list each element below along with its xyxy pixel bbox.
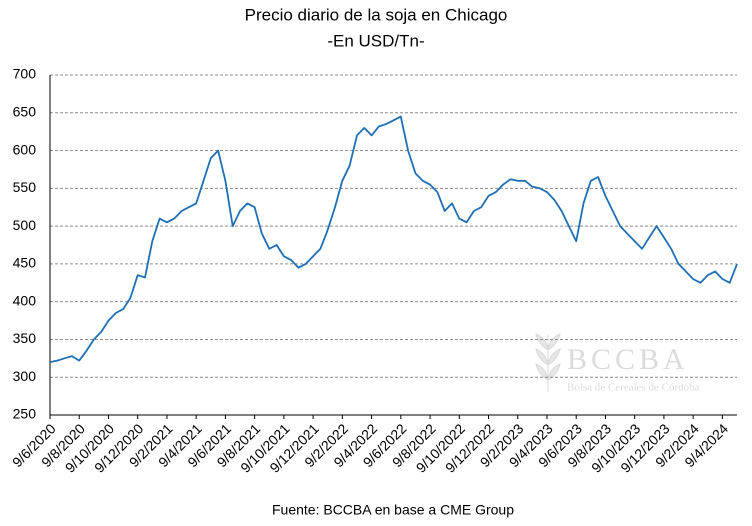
source-note: Fuente: BCCBA en base a CME Group [272,502,514,518]
watermark-subtitle: Bolsa de Cereales de Córdoba [567,382,700,394]
watermark: BCCBA Bolsa de Cereales de Córdoba [535,333,700,394]
y-tick-label: 600 [13,141,37,157]
y-tick-label: 450 [13,255,37,271]
watermark-text: BCCBA [567,343,689,376]
y-tick-label: 550 [13,179,37,195]
watermark-icon [535,333,561,392]
y-tick-label: 650 [13,103,37,119]
y-tick-label: 500 [13,217,37,233]
y-tick-label: 400 [13,292,37,308]
price-line [49,115,738,363]
y-tick-label: 350 [13,330,37,346]
chart-subtitle: -En USD/Tn- [327,31,424,50]
y-tick-label: 250 [13,406,37,422]
y-tick-label: 300 [13,368,37,384]
y-tick-label: 700 [13,66,37,82]
chart-title: Precio diario de la soja en Chicago [245,5,508,24]
